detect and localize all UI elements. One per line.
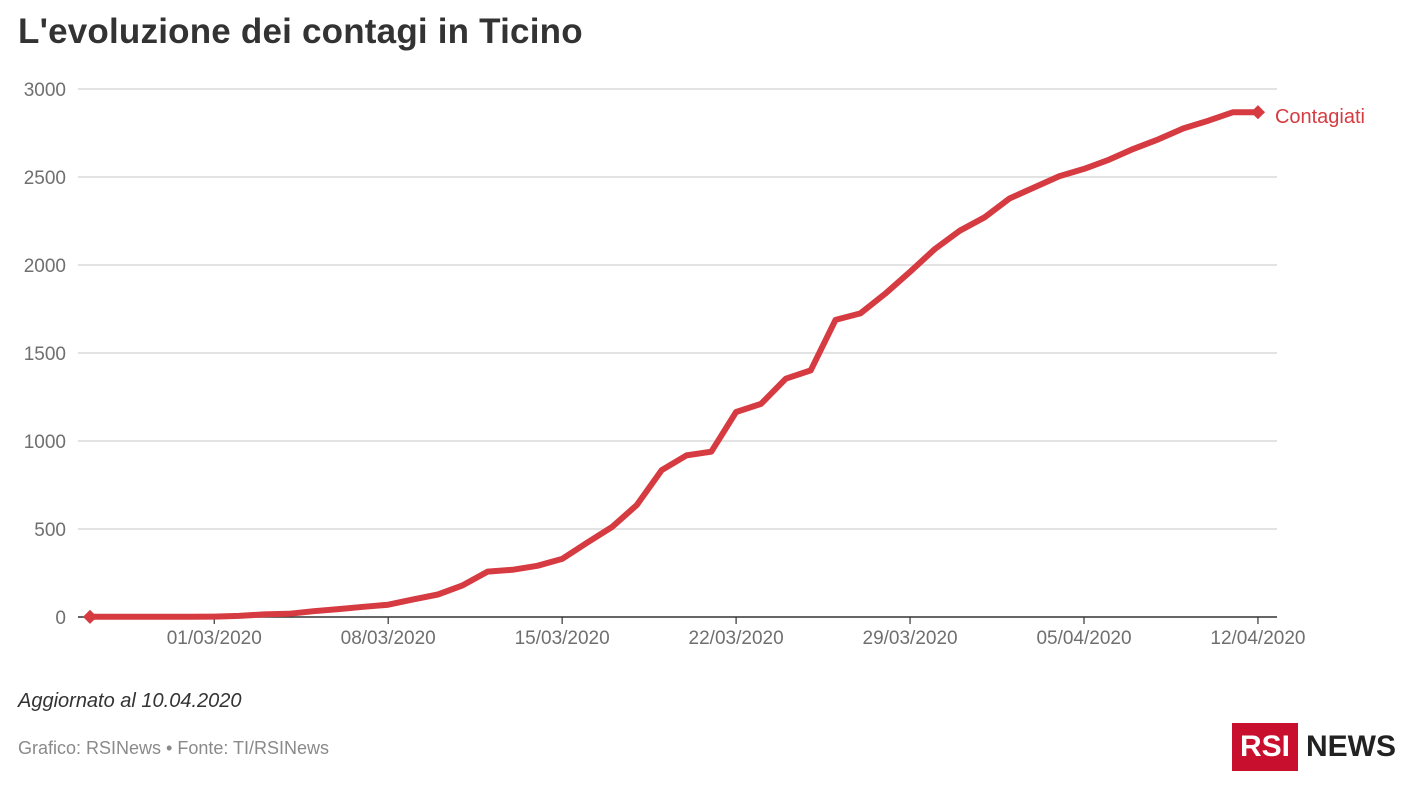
y-tick-label: 3000: [24, 80, 66, 101]
x-tick-label: 08/03/2020: [341, 628, 436, 649]
x-axis-ticks: 01/03/2020 08/03/2020 15/03/2020 22/03/2020…: [167, 617, 1305, 649]
x-tick-label: 29/03/2020: [863, 628, 958, 649]
x-tick-label: 12/04/2020: [1210, 628, 1305, 649]
x-tick-label: 22/03/2020: [689, 628, 784, 649]
x-tick-label: 01/03/2020: [167, 628, 262, 649]
y-axis-ticks: 0 500 1000 1500 2000 2500 3000: [24, 80, 66, 629]
gridlines: [78, 88, 1277, 530]
source-note: Grafico: RSINews • Fonte: TI/RSINews: [18, 738, 330, 758]
rsi-news-logo: RSI NEWS: [1232, 723, 1396, 771]
series-label: Contagiati: [1275, 106, 1365, 128]
y-tick-label: 1000: [24, 432, 66, 453]
y-tick-label: 500: [34, 520, 66, 541]
updated-note: Aggiornato al 10.04.2020: [18, 690, 242, 712]
y-tick-label: 1500: [24, 344, 66, 365]
y-tick-label: 0: [55, 608, 66, 629]
start-point-marker: [82, 609, 98, 624]
series-group: Contagiati: [82, 105, 1365, 624]
end-point-marker: [1250, 105, 1266, 120]
chart-title: L'evoluzione dei contagi in Ticino: [18, 12, 583, 51]
x-tick-label: 15/03/2020: [515, 628, 610, 649]
series-line-contagiati: [87, 109, 1261, 620]
x-tick-label: 05/04/2020: [1036, 628, 1131, 649]
logo-news: NEWS: [1306, 730, 1396, 763]
logo-rsi: RSI: [1232, 723, 1298, 771]
y-tick-label: 2500: [24, 168, 66, 189]
y-tick-label: 2000: [24, 256, 66, 277]
